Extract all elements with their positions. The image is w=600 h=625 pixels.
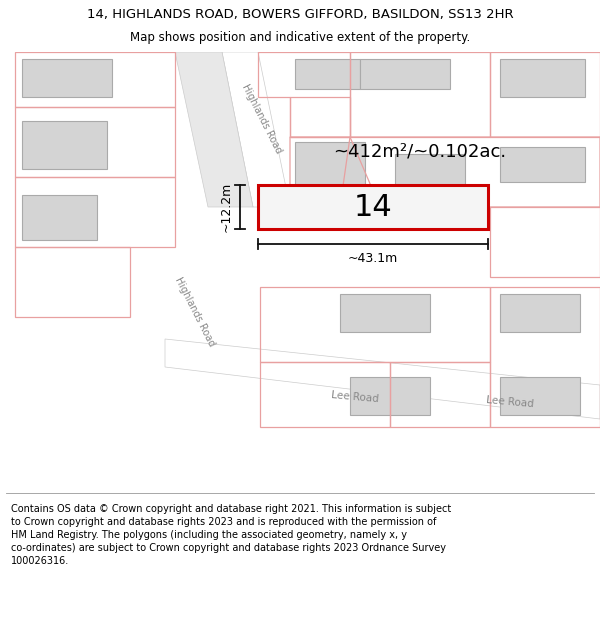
Polygon shape (165, 339, 600, 419)
Bar (258, 185, 488, 229)
Bar (22, 121, 107, 169)
Text: ~12.2m: ~12.2m (220, 182, 233, 232)
Text: 14, HIGHLANDS ROAD, BOWERS GIFFORD, BASILDON, SS13 2HR: 14, HIGHLANDS ROAD, BOWERS GIFFORD, BASI… (86, 8, 514, 21)
Polygon shape (222, 52, 290, 207)
Text: Highlands Road: Highlands Road (173, 276, 217, 348)
Bar (360, 59, 450, 89)
Polygon shape (175, 52, 253, 207)
Text: 14: 14 (353, 192, 392, 221)
Text: Map shows position and indicative extent of the property.: Map shows position and indicative extent… (130, 31, 470, 44)
Bar (340, 294, 430, 332)
Bar (500, 377, 580, 415)
Bar (500, 59, 585, 97)
Text: ~412m²/~0.102ac.: ~412m²/~0.102ac. (334, 143, 506, 161)
Bar (295, 142, 365, 187)
Bar (395, 154, 465, 192)
Text: Contains OS data © Crown copyright and database right 2021. This information is : Contains OS data © Crown copyright and d… (11, 504, 451, 566)
Bar (350, 377, 430, 415)
Bar (22, 195, 97, 240)
Bar (22, 59, 112, 97)
Bar (295, 59, 360, 89)
Text: Highlands Road: Highlands Road (240, 82, 284, 155)
Text: Lee Road: Lee Road (331, 390, 379, 404)
Bar (500, 294, 580, 332)
Text: Lee Road: Lee Road (486, 395, 534, 409)
Bar (500, 147, 585, 182)
Text: ~43.1m: ~43.1m (348, 252, 398, 265)
